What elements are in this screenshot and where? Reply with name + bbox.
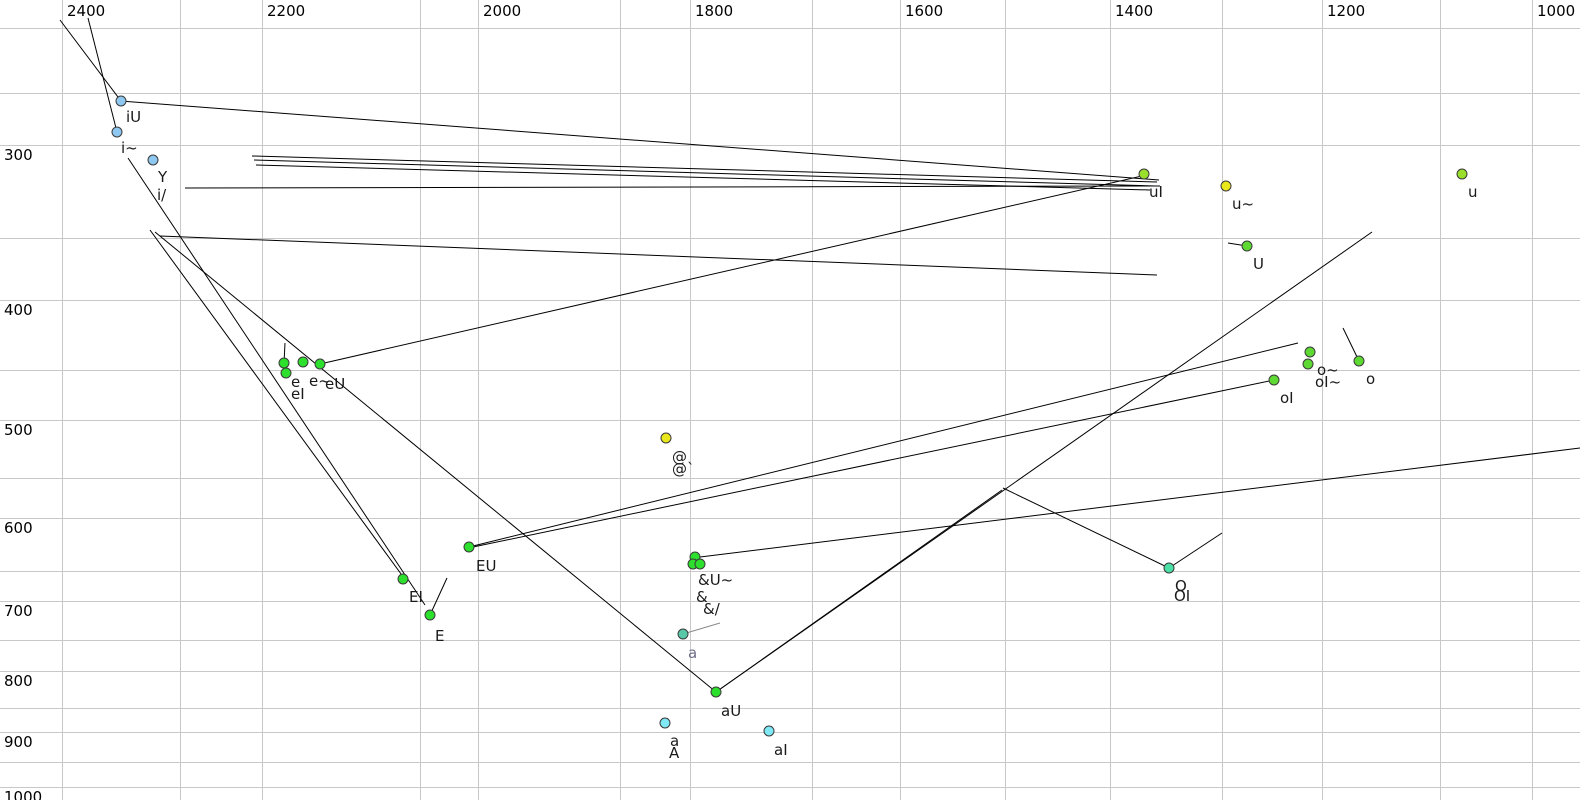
vowel-label: A (669, 744, 680, 762)
vowel-label: OI (1174, 587, 1191, 605)
vowel-label: EU (476, 557, 497, 575)
data-point[interactable] (280, 367, 292, 379)
vowel-label: U (1253, 255, 1264, 273)
x-tick-label: 1400 (1115, 2, 1154, 20)
trajectory-line (715, 489, 1003, 693)
trajectory-line (429, 577, 448, 616)
data-point[interactable] (424, 609, 436, 621)
data-point[interactable] (1456, 168, 1468, 180)
vowel-label: eI (291, 385, 305, 403)
x-tick-label: 1200 (1327, 2, 1366, 20)
data-point[interactable] (694, 558, 706, 570)
y-tick-label: 1000 (4, 788, 43, 800)
x-tick-label: 2400 (67, 2, 106, 20)
trajectory-line (1002, 487, 1170, 569)
vowel-label: &U~ (698, 571, 734, 589)
data-point[interactable] (397, 573, 409, 585)
vowel-label: uI (1149, 183, 1163, 201)
trajectory-line (251, 155, 1158, 183)
data-point[interactable] (1163, 562, 1175, 574)
trajectory-line (319, 174, 1147, 365)
vowel-label: u~ (1232, 195, 1255, 213)
vowel-label: i~ (121, 139, 138, 157)
y-tick-label: 500 (4, 421, 33, 439)
data-point[interactable] (1138, 168, 1150, 180)
vowel-label: eU (325, 375, 346, 393)
data-point[interactable] (1353, 355, 1365, 367)
data-point[interactable] (463, 541, 475, 553)
data-point[interactable] (1220, 180, 1232, 192)
vowel-label: o (1366, 370, 1376, 388)
vowel-label: o~ (1317, 361, 1339, 379)
data-point[interactable] (1304, 346, 1316, 358)
data-point[interactable] (115, 95, 127, 107)
data-point[interactable] (677, 628, 689, 640)
y-tick-label: 400 (4, 301, 33, 319)
x-tick-label: 2000 (483, 2, 522, 20)
vowel-label: oI~ (1315, 373, 1342, 391)
x-tick-label: 1000 (1537, 2, 1576, 20)
vowel-label: Y (158, 168, 168, 186)
point-layer (111, 95, 1468, 737)
data-point[interactable] (660, 432, 672, 444)
vowel-label: & (696, 588, 708, 606)
x-tick-label: 1800 (695, 2, 734, 20)
data-point[interactable] (1241, 240, 1253, 252)
data-point[interactable] (1302, 358, 1314, 370)
trajectory-line (127, 157, 426, 606)
trajectory-line (59, 19, 1160, 181)
vowel-label: iU (126, 108, 142, 126)
y-tick-label: 300 (4, 146, 33, 164)
vowel-label: i/ (157, 186, 167, 204)
data-point[interactable] (297, 356, 309, 368)
trajectory-line (149, 229, 405, 579)
vowel-label: aU (721, 702, 742, 720)
trajectory-line (154, 231, 717, 693)
vowel-label: E (435, 627, 445, 645)
trajectory-line (682, 622, 721, 635)
vowel-label: a (670, 732, 680, 750)
trajectory-line (159, 235, 1158, 276)
trajectory-layer (59, 17, 1580, 693)
trajectory-line (1168, 532, 1223, 569)
vowel-label: e~ (309, 372, 331, 390)
data-point[interactable] (278, 357, 290, 369)
data-point[interactable] (314, 358, 326, 370)
vowel-label: EI (409, 588, 423, 606)
trajectory-line (87, 17, 118, 133)
vowel-label: aI (774, 741, 788, 759)
vowel-label: &/ (703, 600, 720, 618)
trajectory-line (184, 185, 1161, 189)
y-tick-label: 700 (4, 602, 33, 620)
y-tick-label: 900 (4, 733, 33, 751)
data-point[interactable] (111, 126, 123, 138)
data-point[interactable] (763, 725, 775, 737)
vowel-label: a (688, 644, 698, 662)
vowel-label: @` (672, 460, 695, 478)
trajectory-line (691, 447, 1580, 559)
trajectory-line (472, 379, 1275, 548)
vowel-label: oI (1280, 389, 1294, 407)
y-tick-label: 600 (4, 519, 33, 537)
vowel-label: e (291, 373, 301, 391)
vowel-label: O (1175, 577, 1187, 595)
vowel-label: u (1468, 183, 1478, 201)
data-point[interactable] (710, 686, 722, 698)
vowel-label: @ (672, 448, 687, 466)
x-tick-label: 2200 (267, 2, 306, 20)
data-point[interactable] (1268, 374, 1280, 386)
trajectory-line (1342, 327, 1360, 362)
trajectory-line (468, 342, 1299, 548)
data-point[interactable] (147, 154, 159, 166)
y-tick-label: 800 (4, 672, 33, 690)
x-tick-label: 1600 (905, 2, 944, 20)
trajectory-line (253, 159, 1156, 187)
data-point[interactable] (659, 717, 671, 729)
